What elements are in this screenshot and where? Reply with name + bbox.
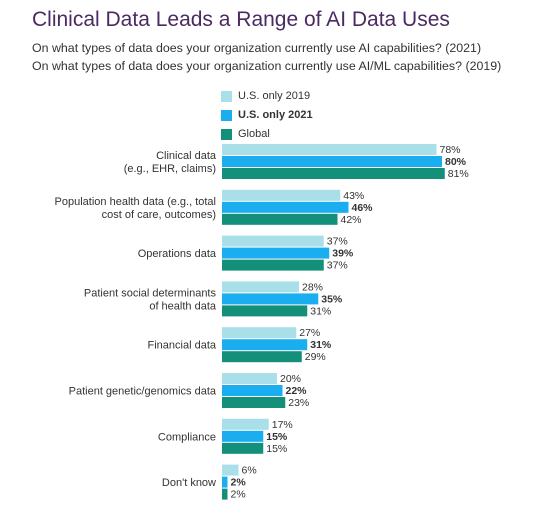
value-label-patient-social-determinants-u-s-only-2019: 28%: [302, 281, 323, 293]
value-label-don-t-know-global: 2%: [231, 489, 246, 501]
value-label-financial-data-u-s-only-2021: 31%: [310, 339, 332, 351]
value-label-operations-data-global: 37%: [327, 260, 348, 272]
bar-don-t-know-global: [222, 488, 228, 500]
value-label-don-t-know-u-s-only-2019: 6%: [242, 465, 257, 477]
value-label-clinical-data-u-s-only-2021: 80%: [445, 156, 467, 168]
bar-patient-social-determinants-u-s-only-2019: [222, 281, 299, 293]
value-label-don-t-know-u-s-only-2021: 2%: [231, 477, 247, 489]
value-label-clinical-data-u-s-only-2019: 78%: [440, 144, 461, 156]
value-label-operations-data-u-s-only-2021: 39%: [332, 248, 354, 260]
bar-population-health-data-e-g-total-u-s-only-2019: [222, 189, 341, 201]
value-label-patient-genetic-genomics-data-u-s-only-2021: 22%: [286, 385, 308, 397]
bar-patient-social-determinants-global: [222, 305, 308, 317]
bar-clinical-data-u-s-only-2021: [222, 156, 442, 167]
bar-financial-data-global: [222, 351, 302, 363]
category-label-financial-data: Financial data: [148, 340, 217, 352]
bar-financial-data-u-s-only-2021: [222, 339, 308, 351]
bar-compliance-u-s-only-2019: [222, 418, 269, 430]
legend-label-us-2019: U.S. only 2019: [238, 90, 311, 102]
value-label-compliance-global: 15%: [266, 443, 287, 455]
bar-patient-genetic-genomics-data-u-s-only-2019: [222, 373, 277, 384]
value-label-patient-social-determinants-u-s-only-2021: 35%: [321, 293, 343, 305]
value-label-population-health-data-e-g-total-u-s-only-2021: 46%: [352, 202, 374, 214]
legend-swatch-us-2021: [221, 109, 232, 121]
category-label-patient-genetic-genomics-data: Patient genetic/genomics data: [69, 386, 217, 398]
value-label-compliance-u-s-only-2021: 15%: [266, 431, 288, 443]
value-label-population-health-data-e-g-total-u-s-only-2019: 43%: [343, 190, 364, 202]
bar-operations-data-u-s-only-2019: [222, 235, 324, 247]
bar-patient-genetic-genomics-data-u-s-only-2021: [222, 385, 283, 396]
category-label-operations-data: Operations data: [138, 248, 217, 260]
value-label-patient-genetic-genomics-data-global: 23%: [288, 397, 309, 409]
chart-title: Clinical Data Leads a Range of AI Data U…: [32, 8, 450, 31]
value-label-population-health-data-e-g-total-global: 42%: [341, 214, 362, 226]
bar-financial-data-u-s-only-2019: [222, 327, 297, 339]
category-label-population-health-data-e-g-total: Population health data (e.g., total cost …: [55, 196, 216, 221]
bar-population-health-data-e-g-total-global: [222, 213, 338, 225]
bar-operations-data-u-s-only-2021: [222, 247, 330, 259]
bar-compliance-global: [222, 442, 264, 454]
value-label-clinical-data-global: 81%: [448, 168, 469, 180]
bar-don-t-know-u-s-only-2019: [222, 464, 239, 476]
bar-patient-social-determinants-u-s-only-2021: [222, 293, 319, 305]
legend-swatch-us-2019: [221, 90, 232, 102]
bar-patient-genetic-genomics-data-global: [222, 397, 286, 408]
category-label-compliance: Compliance: [158, 431, 216, 443]
chart-subtitle-2021: On what types of data does your organiza…: [32, 41, 482, 55]
legend: U.S. only 2019 U.S. only 2021 Global: [221, 88, 313, 145]
legend-swatch-global: [221, 128, 232, 140]
value-label-patient-genetic-genomics-data-u-s-only-2019: 20%: [280, 373, 301, 385]
legend-item-us-2021: U.S. only 2021: [221, 107, 313, 123]
legend-item-global: Global: [221, 126, 313, 142]
bar-population-health-data-e-g-total-u-s-only-2021: [222, 201, 349, 213]
bar-compliance-u-s-only-2021: [222, 430, 264, 442]
value-label-compliance-u-s-only-2019: 17%: [272, 419, 293, 431]
legend-item-us-2019: U.S. only 2019: [221, 88, 313, 104]
category-label-don-t-know: Don't know: [162, 477, 216, 489]
value-label-operations-data-u-s-only-2019: 37%: [327, 236, 348, 248]
chart-subtitle-2019: On what types of data does your organiza…: [32, 59, 502, 73]
bar-don-t-know-u-s-only-2021: [222, 476, 228, 488]
category-label-clinical-data: Clinical data (e.g., EHR, claims): [124, 150, 217, 175]
bar-clinical-data-u-s-only-2019: [222, 144, 437, 155]
category-label-patient-social-determinants: Patient social determinants of health dat…: [84, 287, 217, 312]
value-label-patient-social-determinants-global: 31%: [310, 305, 331, 317]
legend-label-us-2021: U.S. only 2021: [238, 109, 313, 121]
value-label-financial-data-global: 29%: [305, 351, 326, 363]
legend-label-global: Global: [238, 128, 270, 140]
bar-clinical-data-global: [222, 168, 445, 179]
bar-operations-data-global: [222, 259, 324, 271]
value-label-financial-data-u-s-only-2019: 27%: [299, 327, 320, 339]
